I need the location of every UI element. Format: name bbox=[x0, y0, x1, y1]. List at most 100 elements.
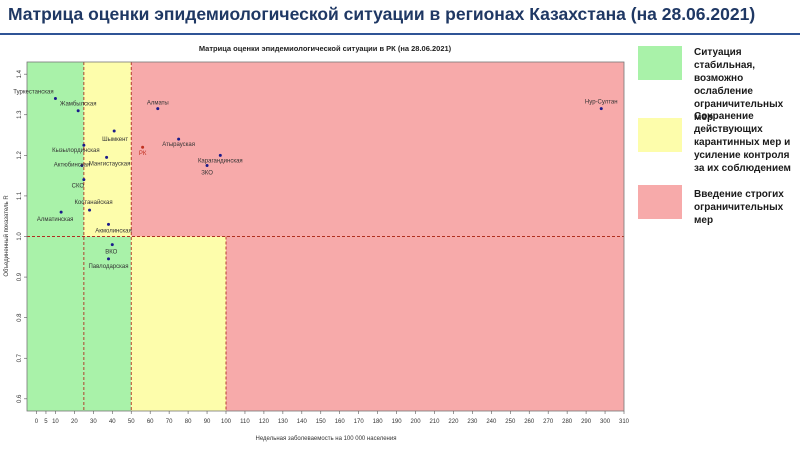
zones-layer bbox=[27, 62, 624, 411]
data-point bbox=[205, 163, 209, 167]
x-tick-label: 130 bbox=[278, 419, 289, 425]
legend-swatch-strict bbox=[638, 185, 682, 219]
y-tick-label: 0.9 bbox=[17, 272, 23, 281]
x-tick-label: 90 bbox=[204, 419, 211, 425]
x-tick-label: 300 bbox=[600, 419, 611, 425]
data-point-label: Мангистауская bbox=[89, 161, 130, 167]
title-divider bbox=[0, 33, 800, 35]
zone-0 bbox=[27, 62, 84, 411]
zone-1 bbox=[83, 236, 132, 411]
data-point bbox=[82, 143, 86, 147]
zone-3 bbox=[131, 236, 226, 411]
data-point-label: Акмолинская bbox=[95, 228, 131, 234]
data-point-label: Карагандинская bbox=[198, 158, 243, 164]
page-title: Матрица оценки эпидемиологической ситуац… bbox=[8, 4, 756, 24]
x-tick-label: 160 bbox=[335, 419, 346, 425]
x-tick-label: 140 bbox=[297, 419, 308, 425]
data-point bbox=[177, 137, 181, 141]
x-tick-label: 270 bbox=[543, 419, 554, 425]
x-tick-label: 40 bbox=[109, 419, 116, 425]
points-layer: Туркестанская Жамбылская Кызылординская Ман… bbox=[13, 90, 617, 270]
zone-2 bbox=[83, 62, 132, 237]
data-point bbox=[105, 155, 109, 159]
data-point bbox=[80, 163, 84, 167]
x-tick-label: 260 bbox=[524, 419, 535, 425]
data-point-label: ВКО bbox=[105, 250, 117, 256]
x-tick-label: 240 bbox=[486, 419, 497, 425]
x-tick-label: 5 bbox=[44, 419, 48, 425]
y-tick-label: 1.2 bbox=[17, 151, 23, 160]
data-point-label: Алматинская bbox=[37, 217, 74, 223]
data-point-label: Туркестанская bbox=[13, 90, 53, 96]
legend-swatch-maintain bbox=[638, 118, 682, 152]
data-point-label: Атырауская bbox=[162, 142, 195, 148]
y-tick-label: 1.1 bbox=[17, 191, 23, 200]
y-tick-label: 1.0 bbox=[17, 232, 23, 241]
x-tick-label: 190 bbox=[392, 419, 403, 425]
x-tick-label: 250 bbox=[505, 419, 516, 425]
data-point-label: Нур-Султан bbox=[585, 100, 618, 106]
y-axis-label: Объединенный показатель R bbox=[3, 195, 10, 277]
threshold-layer bbox=[27, 62, 624, 411]
data-point bbox=[106, 222, 110, 226]
x-tick-label: 290 bbox=[581, 419, 592, 425]
data-point-label: Костанайская bbox=[74, 199, 112, 206]
data-point bbox=[156, 107, 160, 111]
x-tick-label: 80 bbox=[185, 419, 192, 425]
y-tick-label: 0.7 bbox=[17, 353, 23, 362]
x-tick-label: 180 bbox=[373, 419, 384, 425]
legend-text-maintain: Сохранение действующих карантинных мер и… bbox=[694, 111, 791, 174]
data-point-label: Павлодарская bbox=[88, 264, 128, 270]
data-point-label: Актюбинская bbox=[54, 162, 90, 168]
data-point bbox=[141, 145, 145, 149]
data-point bbox=[106, 257, 110, 261]
y-tick-label: 1.4 bbox=[17, 69, 23, 78]
x-tick-label: 200 bbox=[411, 419, 422, 425]
axis-layer: 0 5 10 20 30 40 50 60 70 80 90 100 110 120 130 140 150 16… bbox=[17, 69, 630, 425]
data-point bbox=[88, 208, 92, 212]
x-tick-label: 20 bbox=[71, 419, 78, 425]
x-tick-label: 220 bbox=[448, 419, 459, 425]
x-tick-label: 170 bbox=[354, 419, 365, 425]
x-tick-label: 70 bbox=[166, 419, 173, 425]
data-point bbox=[218, 153, 222, 157]
y-tick-label: 0.6 bbox=[17, 394, 23, 403]
data-point-label: СКО bbox=[72, 184, 85, 190]
data-point bbox=[110, 243, 114, 247]
data-point-label: Алматы bbox=[147, 101, 169, 107]
data-point-label: Шымкент bbox=[102, 137, 128, 143]
data-point bbox=[76, 109, 80, 113]
data-point-label: Жамбылская bbox=[60, 102, 97, 108]
zone-5 bbox=[226, 236, 624, 411]
x-tick-label: 60 bbox=[147, 419, 154, 425]
x-tick-label: 100 bbox=[221, 419, 232, 425]
x-axis-label: Недельная заболеваемость на 100 000 насе… bbox=[256, 436, 397, 442]
x-tick-label: 230 bbox=[467, 419, 478, 425]
zone-4 bbox=[131, 62, 624, 237]
y-tick-label: 1.3 bbox=[17, 110, 23, 119]
data-point bbox=[112, 129, 116, 133]
x-tick-label: 0 bbox=[35, 419, 39, 425]
legend-text-strict: Введение строгих ограничительных мер bbox=[694, 189, 784, 226]
data-point bbox=[53, 97, 57, 101]
data-point-label: РК bbox=[139, 151, 147, 157]
x-tick-label: 30 bbox=[90, 419, 97, 425]
x-tick-label: 10 bbox=[52, 419, 59, 425]
data-point-label: ЗКО bbox=[201, 170, 213, 176]
chart-title: Матрица оценки эпидемиологической ситуац… bbox=[199, 44, 452, 53]
x-tick-label: 280 bbox=[562, 419, 573, 425]
legend-swatch-stable bbox=[638, 46, 682, 80]
data-point bbox=[82, 178, 86, 182]
x-tick-label: 210 bbox=[429, 419, 440, 425]
x-tick-label: 150 bbox=[316, 419, 327, 425]
legend-text-stable: Ситуация стабильная, возможно ослабление… bbox=[694, 47, 784, 123]
x-tick-label: 120 bbox=[259, 419, 270, 425]
data-point bbox=[599, 107, 603, 111]
x-tick-label: 110 bbox=[240, 419, 250, 425]
x-tick-label: 50 bbox=[128, 419, 135, 425]
data-point-label: Кызылординская bbox=[52, 148, 99, 154]
data-point bbox=[59, 210, 63, 214]
x-tick-label: 310 bbox=[619, 419, 630, 425]
y-tick-label: 0.8 bbox=[17, 313, 23, 322]
